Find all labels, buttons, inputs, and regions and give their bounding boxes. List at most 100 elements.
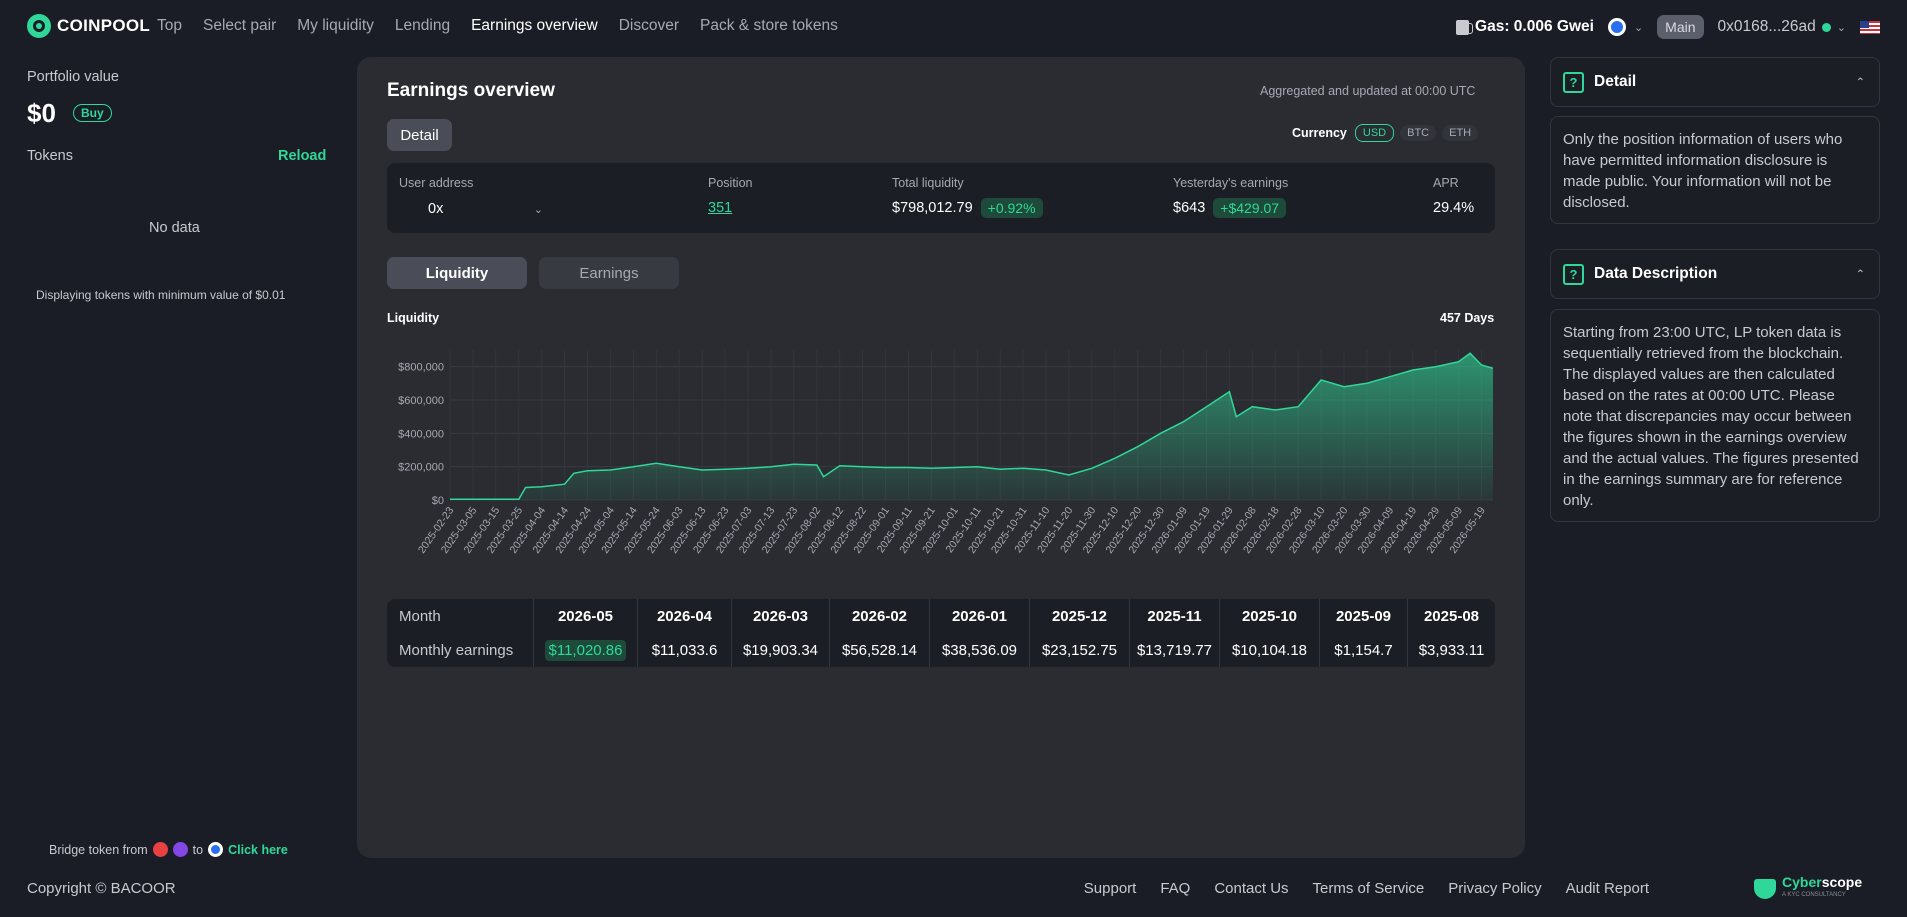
chain-icon: [208, 842, 224, 857]
currency-btc[interactable]: BTC: [1400, 125, 1437, 141]
earnings-cell: $19,903.34: [731, 633, 829, 667]
footer-audit-report[interactable]: Audit Report: [1565, 880, 1649, 897]
chevron-down-icon: ⌄: [1836, 21, 1846, 34]
updated-note: Aggregated and updated at 00:00 UTC: [1260, 84, 1476, 98]
yesterday-earnings-change: +$429.07: [1213, 198, 1287, 218]
detail-card-text: Only the position information of users w…: [1563, 131, 1843, 211]
monthly-earnings-table[interactable]: Month 2026-05 2026-04 2026-03 2026-02 2026-01…: [387, 599, 1495, 667]
earnings-cell: $3,933.11: [1407, 633, 1495, 667]
footer-links: Support FAQ Contact Us Terms of Service …: [1084, 880, 1649, 897]
info-bar: User address 0x ⌄ Position 351 Total liq…: [387, 163, 1495, 233]
network-badge[interactable]: Main: [1657, 15, 1704, 39]
earnings-value: $3,933.11: [1418, 641, 1485, 659]
user-address-select[interactable]: 0x ⌄: [399, 197, 549, 221]
earnings-value: $23,152.75: [1041, 641, 1118, 659]
no-data-text: No data: [149, 220, 200, 236]
avalanche-icon: [152, 842, 168, 857]
chain-selector[interactable]: ⌄: [1607, 18, 1643, 36]
polygon-icon: [172, 842, 188, 857]
nav-my-liquidity[interactable]: My liquidity: [297, 17, 374, 34]
shield-icon: [1754, 879, 1776, 899]
cyberscope-logo: Cyberscope A KYC CONSULTANCY: [1782, 874, 1863, 898]
y-tick-label: $800,000: [398, 362, 444, 374]
gas-pump-icon: [1456, 19, 1474, 35]
user-address-value: 0x: [428, 201, 444, 217]
currency-eth[interactable]: ETH: [1442, 125, 1479, 141]
yesterday-earnings-value: $643: [1173, 200, 1206, 216]
total-liquidity: $798,012.79 +0.92%: [892, 198, 1043, 218]
cyberscope-badge[interactable]: Cyberscope A KYC CONSULTANCY: [1754, 874, 1863, 902]
wallet-address: 0x0168...26ad: [1717, 18, 1816, 35]
portfolio-label: Portfolio value: [27, 69, 119, 85]
wallet-selector[interactable]: 0x0168...26ad ⌄: [1718, 18, 1846, 36]
footer-support[interactable]: Support: [1083, 880, 1137, 897]
total-liquidity-change: +0.92%: [980, 198, 1043, 218]
logo[interactable]: COINPOOL: [27, 14, 150, 38]
apr-label: APR: [1433, 176, 1459, 190]
online-status-icon: [1821, 22, 1831, 32]
detail-card-title: Detail: [1594, 73, 1637, 90]
tab-earnings[interactable]: Earnings: [539, 257, 679, 289]
month-cell: 2026-05: [533, 599, 637, 633]
nav-select-pair[interactable]: Select pair: [203, 17, 277, 34]
liquidity-line: [450, 352, 1494, 500]
earnings-value: $10,104.18: [1231, 641, 1308, 659]
bridge-link[interactable]: Click here: [228, 842, 288, 857]
detail-tab[interactable]: Detail: [387, 119, 452, 151]
page-title: Earnings overview: [387, 80, 555, 101]
earnings-cell: $23,152.75: [1029, 633, 1129, 667]
footer-privacy[interactable]: Privacy Policy: [1448, 880, 1542, 897]
liquidity-area: [450, 353, 1493, 500]
logo-text: COINPOOL: [57, 16, 151, 35]
yesterday-earnings-label: Yesterday's earnings: [1173, 176, 1289, 190]
main-nav: Top Select pair My liquidity Lending Ear…: [157, 17, 838, 35]
gas-indicator: Gas: 0.006 Gwei: [1456, 18, 1594, 36]
nav-lending[interactable]: Lending: [394, 17, 451, 34]
footer-terms[interactable]: Terms of Service: [1312, 880, 1425, 897]
month-cell: 2026-02: [829, 599, 929, 633]
month-cell: 2025-08: [1407, 599, 1495, 633]
nav-pack-store-tokens[interactable]: Pack & store tokens: [700, 17, 838, 34]
chart-label: Liquidity: [387, 311, 440, 325]
copyright: Copyright © BACOOR: [27, 880, 176, 897]
detail-card-body: Only the position information of users w…: [1550, 116, 1880, 224]
min-value-note: Displaying tokens with minimum value of …: [36, 288, 286, 302]
detail-card-header[interactable]: ? Detail ⌃: [1550, 57, 1880, 107]
month-cell: 2025-10: [1219, 599, 1319, 633]
us-flag-icon[interactable]: [1860, 20, 1880, 34]
month-cell: 2025-09: [1319, 599, 1407, 633]
earnings-cell: $1,154.7: [1319, 633, 1407, 667]
nav-earnings-overview[interactable]: Earnings overview: [471, 17, 598, 34]
earnings-cell: $13,719.77: [1129, 633, 1219, 667]
nav-top[interactable]: Top: [157, 17, 182, 34]
position-label: Position: [708, 176, 753, 190]
earnings-value: $13,719.77: [1136, 641, 1213, 659]
bridge-prefix: Bridge token from: [49, 842, 148, 857]
earnings-value: $19,903.34: [742, 641, 819, 659]
y-tick-label: $600,000: [398, 395, 444, 407]
buy-button[interactable]: Buy: [73, 104, 112, 122]
y-tick-label: $400,000: [398, 428, 444, 440]
apr-value: 29.4%: [1433, 200, 1475, 216]
earnings-value: $38,536.09: [941, 641, 1018, 659]
footer-contact-us[interactable]: Contact Us: [1214, 880, 1289, 897]
earnings-cell: $56,528.14: [829, 633, 929, 667]
coinpool-logo-icon: [27, 14, 51, 38]
currency-usd[interactable]: USD: [1354, 124, 1395, 142]
tab-liquidity[interactable]: Liquidity: [387, 257, 527, 289]
total-liquidity-label: Total liquidity: [892, 176, 964, 190]
earnings-cell: $11,033.6: [637, 633, 731, 667]
data-description-card-header[interactable]: ? Data Description ⌃: [1550, 249, 1880, 299]
days-label: 457 Days: [1440, 311, 1495, 325]
footer-faq[interactable]: FAQ: [1160, 880, 1191, 897]
month-cell: 2025-12: [1029, 599, 1129, 633]
earnings-cell: $10,104.18: [1219, 633, 1319, 667]
position-link[interactable]: 351: [708, 200, 733, 216]
nav-discover[interactable]: Discover: [618, 17, 680, 34]
portfolio-value: $0: [27, 98, 56, 128]
month-cell: 2026-03: [731, 599, 829, 633]
data-description-title: Data Description: [1594, 265, 1718, 282]
reload-button[interactable]: Reload: [278, 148, 327, 164]
month-cell: 2026-01: [929, 599, 1029, 633]
gas-value: Gas: 0.006 Gwei: [1475, 18, 1594, 35]
